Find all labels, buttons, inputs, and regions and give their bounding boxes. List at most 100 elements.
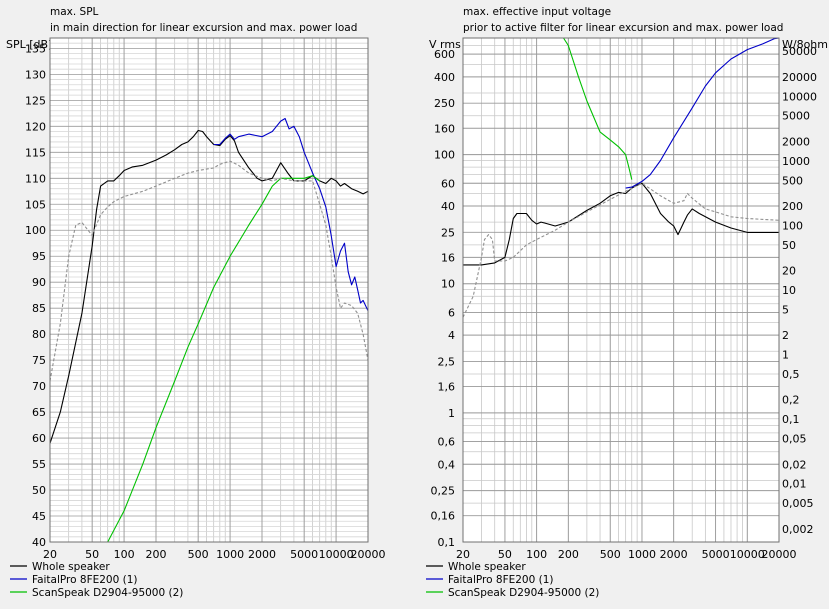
x-tick-label: 2000 xyxy=(660,548,688,561)
y-tick-label: 60 xyxy=(32,432,46,445)
plot-area xyxy=(50,38,368,542)
y-tick-label: 400 xyxy=(434,71,455,84)
x-tick-label: 50 xyxy=(85,548,99,561)
x-tick-label: 1000 xyxy=(216,548,244,561)
y-tick-label: 45 xyxy=(32,510,46,523)
y2-tick-label: 0,5 xyxy=(782,368,800,381)
y-tick-label: 65 xyxy=(32,406,46,419)
legend-label: Whole speaker xyxy=(448,561,526,573)
x-tick-label: 10000 xyxy=(319,548,354,561)
x-tick-label: 100 xyxy=(526,548,547,561)
y-tick-label: 110 xyxy=(25,172,46,185)
y-tick-label: 0,25 xyxy=(431,485,456,498)
y-tick-label: 125 xyxy=(25,94,46,107)
y-tick-label: 40 xyxy=(32,536,46,549)
x-tick-label: 1000 xyxy=(628,548,656,561)
y-tick-label: 100 xyxy=(25,224,46,237)
y2-tick-label: 200 xyxy=(782,200,803,213)
legend-label: ScanSpeak D2904-95000 (2) xyxy=(448,587,599,599)
y-tick-label: 0,4 xyxy=(438,458,456,471)
y2-tick-label: 1000 xyxy=(782,155,810,168)
series-line-1 xyxy=(213,117,369,312)
y-tick-label: 2,5 xyxy=(438,355,456,368)
x-tick-label: 200 xyxy=(558,548,579,561)
y2-tick-label: 500 xyxy=(782,174,803,187)
legend-label: FaitalPro 8FE200 (1) xyxy=(448,574,554,586)
y-tick-label: 250 xyxy=(434,97,455,110)
x-tick-label: 200 xyxy=(146,548,167,561)
y2-tick-label: 2000 xyxy=(782,135,810,148)
y-tick-label: 80 xyxy=(32,328,46,341)
x-tick-label: 20 xyxy=(456,548,470,561)
legend-label: FaitalPro 8FE200 (1) xyxy=(32,574,138,586)
y2-tick-label: 2 xyxy=(782,329,789,342)
series-line-3 xyxy=(462,182,780,318)
y-tick-label: 60 xyxy=(441,177,455,190)
left-chart: max. SPL in main direction for linear ex… xyxy=(6,6,386,599)
left-chart-title: max. SPL xyxy=(50,6,99,18)
series-line-1 xyxy=(625,37,780,189)
y2-tick-label: 1 xyxy=(782,349,789,362)
x-tick-label: 5000 xyxy=(290,548,318,561)
y-tick-label: 115 xyxy=(25,146,46,159)
y-tick-label: 0,16 xyxy=(431,510,456,523)
series-line-0 xyxy=(463,182,779,266)
y2-tick-label: 20000 xyxy=(782,71,817,84)
y2-tick-label: 0,01 xyxy=(782,478,807,491)
plot-frame xyxy=(462,37,780,543)
y-tick-label: 130 xyxy=(25,68,46,81)
y-tick-label: 120 xyxy=(25,120,46,133)
y-tick-label: 1,6 xyxy=(438,381,456,394)
y-tick-label: 16 xyxy=(441,251,455,264)
y2-tick-label: 0,005 xyxy=(782,497,814,510)
y-tick-label: 95 xyxy=(32,250,46,263)
y2-tick-label: 0,05 xyxy=(782,433,807,446)
y-tick-label: 25 xyxy=(441,226,455,239)
right-chart-title: max. effective input voltage xyxy=(463,6,611,18)
legend-label: ScanSpeak D2904-95000 (2) xyxy=(32,587,183,599)
plot-frame xyxy=(49,37,369,543)
left-y-axis-label: SPL [dB] xyxy=(6,38,52,51)
series-line-2 xyxy=(463,37,633,180)
y-tick-label: 50 xyxy=(32,484,46,497)
y-tick-label: 75 xyxy=(32,354,46,367)
y-tick-label: 105 xyxy=(25,198,46,211)
y2-tick-label: 10000 xyxy=(782,90,817,103)
right-y2-axis-label: W/8ohm xyxy=(782,38,828,51)
y-tick-label: 85 xyxy=(32,302,46,315)
y2-tick-label: 20 xyxy=(782,265,796,278)
y-tick-label: 90 xyxy=(32,276,46,289)
legend-label: Whole speaker xyxy=(32,561,110,573)
y-tick-label: 600 xyxy=(434,48,455,61)
series-line-0 xyxy=(49,129,369,444)
right-y-axis-label: V rms xyxy=(429,38,461,51)
y-tick-label: 40 xyxy=(441,200,455,213)
x-tick-label: 20 xyxy=(43,548,57,561)
x-tick-label: 10000 xyxy=(730,548,765,561)
series-line-2 xyxy=(50,175,321,543)
x-tick-label: 5000 xyxy=(702,548,730,561)
y2-tick-label: 100 xyxy=(782,219,803,232)
x-tick-label: 50 xyxy=(498,548,512,561)
y-tick-label: 4 xyxy=(448,329,455,342)
y2-tick-label: 50 xyxy=(782,239,796,252)
y2-tick-label: 0,002 xyxy=(782,523,814,536)
series-line-3 xyxy=(49,160,369,381)
y-tick-label: 135 xyxy=(25,42,46,55)
right-chart: max. effective input voltage prior to ac… xyxy=(426,6,828,599)
y2-tick-label: 5000 xyxy=(782,110,810,123)
y-tick-label: 160 xyxy=(434,122,455,135)
y2-tick-label: 0,1 xyxy=(782,413,800,426)
x-tick-label: 2000 xyxy=(248,548,276,561)
y-tick-label: 70 xyxy=(32,380,46,393)
y2-tick-label: 50000 xyxy=(782,45,817,58)
left-chart-subtitle: in main direction for linear excursion a… xyxy=(50,22,357,34)
x-tick-label: 500 xyxy=(600,548,621,561)
y-tick-label: 0,6 xyxy=(438,436,456,449)
y2-tick-label: 10 xyxy=(782,284,796,297)
y-tick-label: 1 xyxy=(448,407,455,420)
right-chart-subtitle: prior to active filter for linear excurs… xyxy=(463,22,783,34)
y-tick-label: 6 xyxy=(448,306,455,319)
x-tick-label: 20000 xyxy=(762,548,797,561)
